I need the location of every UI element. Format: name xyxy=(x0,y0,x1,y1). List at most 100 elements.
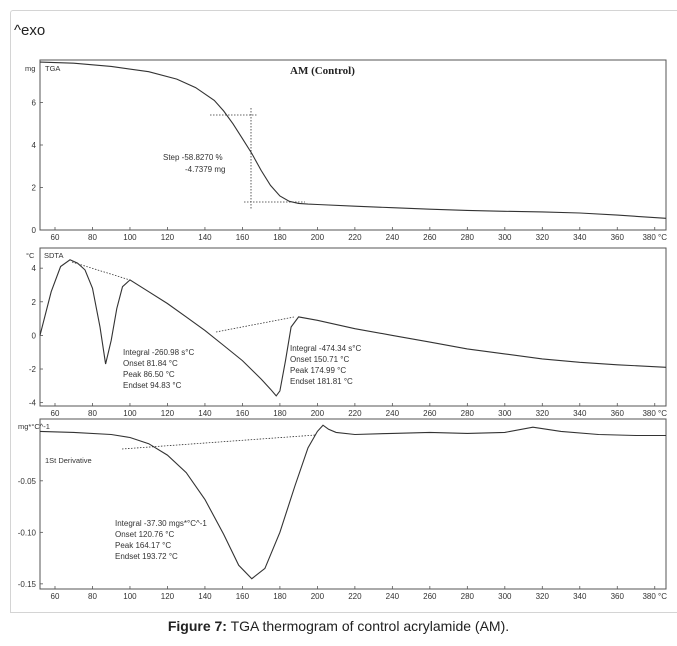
deriv-xtick-label: 80 xyxy=(88,592,97,601)
tga-panel: AM (Control) mg TGA 0 2 4 6 60 80 100 120 140 16… xyxy=(25,59,667,242)
tga-panel-border xyxy=(39,59,667,231)
chart-title: AM (Control) xyxy=(290,65,355,77)
deriv-xtick-label: 340 xyxy=(573,592,587,601)
derivative-baseline xyxy=(121,434,317,450)
sdta-xtick-label: 180 xyxy=(273,409,287,418)
derivative-annotation: Integral -37.30 mgs*°C^-1 Onset 120.76 °… xyxy=(115,519,207,561)
tga-xtick-label: 180 xyxy=(273,233,287,242)
exo-label: ^exo xyxy=(14,22,46,39)
sdta-panel-label: SDTA xyxy=(44,251,63,260)
tga-ytick-label: 0 xyxy=(32,226,37,235)
sdta-ann2-peak: Peak 174.99 °C xyxy=(290,366,346,375)
sdta-xtick-label: 220 xyxy=(348,409,362,418)
sdta-xtick-label: 260 xyxy=(423,409,437,418)
sdta-xtick-label: 200 xyxy=(311,409,325,418)
tga-panel-label: TGA xyxy=(45,64,60,73)
tga-ytick-label: 2 xyxy=(32,184,37,193)
sdta-annotation-1: Integral -260.98 s°C Onset 81.84 °C Peak… xyxy=(123,348,194,390)
sdta-xtick-label: 380 °C xyxy=(642,409,667,418)
deriv-xtick-label: 240 xyxy=(386,592,400,601)
deriv-xtick-label: 120 xyxy=(161,592,175,601)
sdta-xtick-label: 300 xyxy=(498,409,512,418)
sdta-xtick-label: 320 xyxy=(536,409,550,418)
tga-xtick-label: 80 xyxy=(88,233,97,242)
sdta-xtick-label: 120 xyxy=(161,409,175,418)
sdta-ytick-label: -4 xyxy=(29,399,37,408)
sdta-ylabel: °C xyxy=(26,251,35,260)
deriv-ann-endset: Endset 193.72 °C xyxy=(115,552,178,561)
tga-xtick-label: 340 xyxy=(573,233,587,242)
sdta-ann2-endset: Endset 181.81 °C xyxy=(290,377,353,386)
deriv-ytick-label: -0.10 xyxy=(18,528,37,537)
caption-text: TGA thermogram of control acrylamide (AM… xyxy=(226,618,510,634)
sdta-ann2-integral: Integral -474.34 s°C xyxy=(290,344,361,353)
sdta-ytick-label: 0 xyxy=(32,331,37,340)
deriv-xtick-label: 360 xyxy=(611,592,625,601)
derivative-panel: mg*°C^-1 1St Derivative -0.05-0.10-0.15 … xyxy=(18,418,667,601)
tga-xtick-label: 380 °C xyxy=(642,233,667,242)
tga-xtick-label: 120 xyxy=(161,233,175,242)
sdta-ytick-label: 4 xyxy=(32,264,37,273)
tga-step-line1: Step -58.8270 % xyxy=(163,153,223,162)
sdta-ann1-onset: Onset 81.84 °C xyxy=(123,359,178,368)
tga-ytick-label: 4 xyxy=(32,141,37,150)
sdta-xtick-label: 140 xyxy=(198,409,212,418)
sdta-ytick-label: 2 xyxy=(32,298,37,307)
deriv-xtick-label: 220 xyxy=(348,592,362,601)
sdta-panel-border xyxy=(39,247,667,407)
sdta-xtick-label: 60 xyxy=(51,409,60,418)
deriv-xtick-label: 260 xyxy=(423,592,437,601)
tga-xtick-label: 140 xyxy=(198,233,212,242)
tga-xtick-label: 280 xyxy=(461,233,475,242)
caption-label: Figure 7: xyxy=(167,618,227,634)
sdta-ann1-endset: Endset 94.83 °C xyxy=(123,381,182,390)
deriv-xtick-label: 280 xyxy=(461,592,475,601)
deriv-ann-onset: Onset 120.76 °C xyxy=(115,530,174,539)
tga-xtick-label: 220 xyxy=(348,233,362,242)
deriv-xtick-label: 160 xyxy=(236,592,250,601)
tga-xtick-label: 320 xyxy=(536,233,550,242)
deriv-ann-peak: Peak 164.17 °C xyxy=(115,541,171,550)
tga-ytick-label: 6 xyxy=(32,99,37,108)
tga-xtick-label: 60 xyxy=(51,233,60,242)
deriv-xtick-label: 320 xyxy=(536,592,550,601)
tga-xtick-label: 240 xyxy=(386,233,400,242)
deriv-xtick-label: 140 xyxy=(198,592,212,601)
tga-curve xyxy=(39,61,667,219)
tga-step-line2: -4.7379 mg xyxy=(185,165,225,174)
tga-xtick-label: 200 xyxy=(311,233,325,242)
deriv-ann-integral: Integral -37.30 mgs*°C^-1 xyxy=(115,519,207,528)
sdta-panel: °C SDTA 4 2 0 -2 -4 60 80 100 120 140 160 180 200 22… xyxy=(26,247,667,418)
derivative-panel-label: 1St Derivative xyxy=(45,456,92,465)
sdta-xtick-label: 240 xyxy=(386,409,400,418)
derivative-panel-border xyxy=(39,418,667,590)
sdta-xtick-label: 280 xyxy=(461,409,475,418)
sdta-xtick-label: 80 xyxy=(88,409,97,418)
tga-xtick-label: 300 xyxy=(498,233,512,242)
sdta-xtick-label: 360 xyxy=(611,409,625,418)
deriv-ytick-label: -0.05 xyxy=(18,477,37,486)
sdta-ytick-label: -2 xyxy=(29,365,37,374)
deriv-xtick-label: 60 xyxy=(51,592,60,601)
figure-caption: Figure 7: TGA thermogram of control acry… xyxy=(0,618,677,634)
thermogram-chart: AM (Control) mg TGA 0 2 4 6 60 80 100 120 140 16… xyxy=(18,59,667,601)
sdta-ann2-onset: Onset 150.71 °C xyxy=(290,355,349,364)
tga-xtick-label: 360 xyxy=(611,233,625,242)
sdta-baseline-2 xyxy=(215,316,295,333)
deriv-xtick-label: 180 xyxy=(273,592,287,601)
deriv-xtick-label: 200 xyxy=(311,592,325,601)
derivative-ylabel: mg*°C^-1 xyxy=(18,422,50,431)
sdta-ann1-peak: Peak 86.50 °C xyxy=(123,370,175,379)
sdta-xtick-label: 340 xyxy=(573,409,587,418)
tga-xtick-label: 260 xyxy=(423,233,437,242)
deriv-ytick-label: -0.15 xyxy=(18,580,37,589)
tga-xtick-label: 100 xyxy=(123,233,137,242)
deriv-xtick-label: 100 xyxy=(123,592,137,601)
figure-frame xyxy=(10,10,677,613)
sdta-xtick-label: 100 xyxy=(123,409,137,418)
derivative-curve xyxy=(39,424,666,580)
sdta-baseline-1 xyxy=(71,261,131,281)
sdta-ann1-integral: Integral -260.98 s°C xyxy=(123,348,194,357)
sdta-curve xyxy=(39,259,667,397)
sdta-xtick-label: 160 xyxy=(236,409,250,418)
